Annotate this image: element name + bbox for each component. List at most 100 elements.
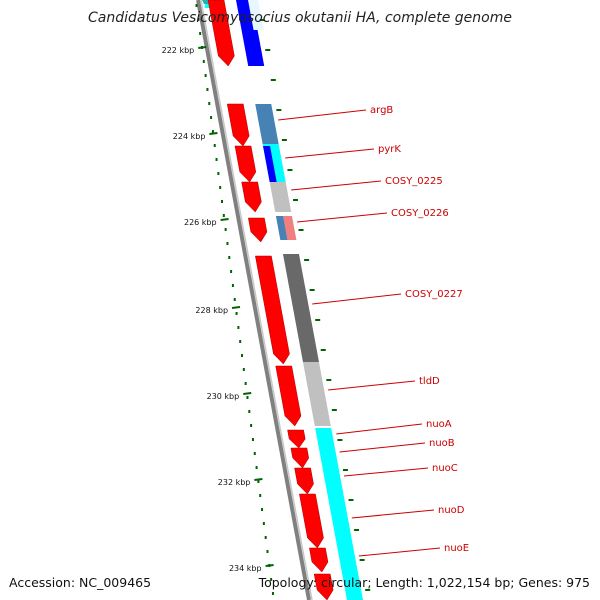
cds-arrow — [287, 429, 306, 449]
kbp-label: 232 kbp — [218, 478, 251, 487]
scale-dot — [195, 4, 198, 7]
kbp-major-tick — [231, 306, 241, 309]
cog-block — [236, 0, 265, 66]
scale-dot — [239, 340, 242, 343]
scale-dot — [230, 270, 233, 273]
cds-arrow — [299, 493, 324, 549]
backbone-line — [196, 0, 311, 600]
scale-dot — [255, 466, 258, 469]
scale-dot — [219, 186, 222, 189]
kbp-label: 224 kbp — [173, 132, 206, 141]
scale-dot — [228, 256, 231, 259]
label-leader-line — [358, 547, 441, 557]
scale-dot — [206, 88, 209, 91]
scale-dot — [237, 326, 240, 329]
gene-label: nuoB — [429, 438, 455, 449]
cog-block — [302, 362, 331, 426]
gene-label: nuoC — [432, 463, 458, 474]
kbp-label: 230 kbp — [207, 392, 240, 401]
scale-dot — [242, 368, 245, 371]
scale-dot — [259, 494, 262, 497]
label-leader-line — [339, 442, 426, 453]
cog-block — [275, 216, 288, 240]
scale-dot — [262, 522, 265, 525]
kbp-major-tick — [220, 218, 229, 221]
cog-block — [263, 146, 277, 182]
kbp-label: 234 kbp — [229, 564, 262, 573]
kbp-major-tick — [243, 392, 252, 395]
scale-dot — [202, 60, 205, 63]
cds-arrow — [313, 573, 334, 600]
scale-dot — [266, 550, 269, 553]
scale-dot — [233, 298, 236, 301]
kbp-label: 222 kbp — [162, 46, 195, 55]
map-title: Candidatus Vesicomyosocius okutanii HA, … — [88, 10, 512, 26]
gene-labels: argB pyrK COSY_0225 COSY_0226 COSY_0227 tldD n… — [278, 105, 469, 557]
cds-arrow — [275, 365, 302, 427]
scale-dot — [215, 158, 218, 161]
cds-arrow — [241, 181, 262, 213]
gene-label: nuoD — [438, 505, 465, 516]
scale-dot — [235, 312, 238, 315]
label-leader-line — [312, 293, 402, 305]
cds-arrow — [234, 145, 257, 183]
label-leader-line — [285, 148, 375, 159]
backbone-shadow — [200, 0, 313, 600]
scale-dot — [204, 74, 207, 77]
scale-dot — [248, 410, 251, 413]
label-leader-line — [336, 423, 423, 435]
label-leader-line — [328, 380, 416, 391]
scale-dot — [208, 102, 211, 105]
gene-label: nuoA — [426, 419, 452, 430]
scale-dot — [241, 354, 244, 357]
label-leader-line — [344, 467, 429, 477]
scale-dot — [257, 480, 260, 483]
scale-dot — [244, 382, 247, 385]
gene-label: pyrK — [378, 144, 401, 155]
scale-dot — [251, 438, 254, 441]
label-leader-line — [291, 180, 382, 191]
backbone-ring — [196, 0, 313, 600]
genome-summary-text: Topology: circular; Length: 1,022,154 bp… — [258, 575, 590, 590]
scale-dot — [213, 144, 216, 147]
cog-block — [248, 0, 264, 30]
kbp-major-tick — [265, 564, 274, 567]
scale-dot — [211, 130, 214, 133]
kbp-major-tick — [209, 132, 218, 135]
label-leader-line — [278, 109, 367, 121]
scale-dot — [226, 242, 229, 245]
scale-dot — [221, 200, 223, 203]
cog-block — [269, 182, 292, 212]
gene-label: nuoE — [444, 543, 469, 554]
cog-block — [255, 104, 279, 144]
kbp-major-tick — [254, 478, 263, 481]
scale-dot — [210, 116, 213, 119]
cds-arrow — [207, 0, 235, 67]
cds-track — [207, 0, 334, 600]
cds-arrow — [294, 467, 314, 495]
accession-text: Accession: NC_009465 — [9, 575, 152, 590]
gene-label: COSY_0225 — [385, 176, 443, 187]
cds-arrow — [290, 447, 309, 469]
kbp-major-tick — [198, 46, 207, 49]
label-leader-line — [351, 509, 435, 519]
scale-dot — [224, 228, 227, 231]
cds-arrow — [226, 103, 250, 147]
scale-dot — [253, 452, 256, 455]
scale-dot — [222, 214, 225, 217]
kbp-label: 226 kbp — [184, 218, 217, 227]
scale-dot — [246, 396, 249, 399]
scale-dot — [231, 284, 234, 287]
label-leader-line — [297, 212, 388, 223]
cog-block — [315, 428, 363, 600]
gene-label: COSY_0227 — [405, 289, 463, 300]
scale-dot — [197, 18, 200, 21]
cds-arrow — [248, 217, 268, 243]
cog-track — [202, 0, 363, 600]
cds-arrow — [309, 547, 329, 573]
cds-arrow — [255, 255, 290, 365]
scale-dot — [271, 592, 274, 595]
gene-label: COSY_0226 — [391, 208, 449, 219]
kbp-label: 228 kbp — [195, 306, 228, 315]
